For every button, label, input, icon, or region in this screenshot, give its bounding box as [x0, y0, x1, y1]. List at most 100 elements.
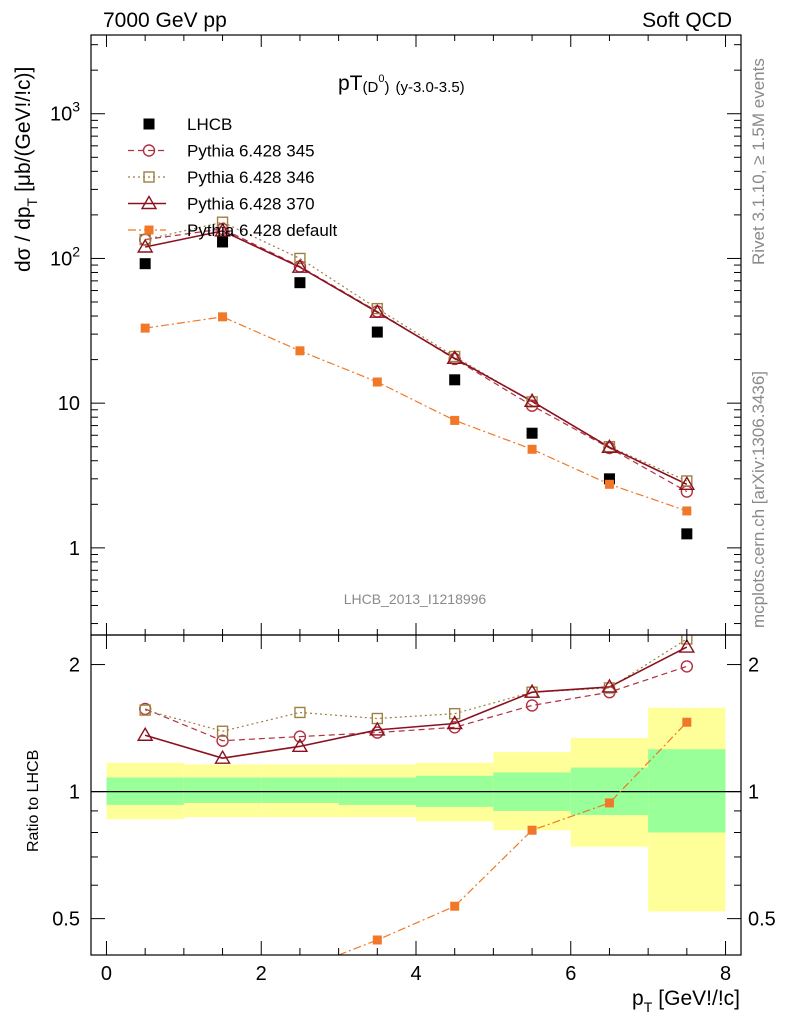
main-y-axis-label-units: [μb/(GeV!/!c)]: [12, 67, 35, 192]
ratio-line-series-0: [144, 665, 688, 742]
main-point-series-3-4: [446, 349, 463, 365]
main-point-series-4-4: [450, 415, 460, 425]
main-point-series-4-1: [218, 312, 228, 322]
main-y-tick-label-exp-3: 3: [72, 99, 80, 115]
main-line-series-1: [145, 228, 688, 493]
x-tick-label-4: 8: [720, 963, 731, 985]
ratio-y-tick-label-right-0: 0.5: [748, 909, 776, 931]
main-point-series-2-1: [216, 216, 229, 228]
main-y-tick-label-3: 103: [50, 99, 80, 126]
ratio-point-series-2-2: [291, 737, 309, 753]
main-series-markers: [136, 216, 696, 540]
main-y-tick-label-2: 102: [50, 243, 80, 270]
x-axis-label-units: [GeV!/!c]: [658, 987, 740, 1010]
main-y-tick-label-1: 10: [58, 393, 80, 415]
legend: LHCB Pythia 6.428 345 Pythia 6.428 346 Pyth…: [128, 115, 338, 240]
legend-label-0: LHCB: [187, 115, 232, 134]
legend-label-1: Pythia 6.428 345: [187, 142, 315, 161]
plot-title-paren-close: ): [384, 79, 389, 96]
ratio-line-series-3: [338, 721, 688, 955]
x-axis-label-text: p: [632, 987, 644, 1010]
ratio-point-series-2-0: [136, 726, 154, 741]
x-tick-label-2: 4: [410, 963, 421, 985]
main-y-tick-label-exp-2: 2: [72, 243, 80, 259]
x-tick-label-0: 0: [101, 963, 112, 985]
plot-title-range: (y-3.0-3.5): [395, 79, 464, 96]
side-label-mcplots: mcplots.cern.ch [arXiv:1306.3436]: [749, 371, 768, 628]
main-point-series-4-2: [295, 346, 305, 356]
main-point-series-0-6: [603, 473, 615, 485]
ratio-point-series-3-0: [372, 935, 382, 945]
main-y-tick-label-0: 1: [69, 538, 80, 560]
main-point-series-4-0: [140, 323, 150, 333]
x-axis-label-sub: T: [644, 999, 653, 1015]
main-line-series-3: [145, 230, 688, 486]
side-label-rivet: Rivet 3.1.10, ≥ 1.5M events: [749, 58, 768, 265]
main-y-tick-label-base-1: 10: [58, 393, 80, 415]
legend-label-4: Pythia 6.428 default: [187, 221, 338, 240]
plot-title-main: pT: [338, 72, 363, 95]
band-inner-7: [648, 749, 726, 833]
main-y-tick-label-base-0: 1: [69, 538, 80, 560]
main-point-series-2-0: [139, 233, 151, 246]
main-y-tick-label-base-3: 10: [50, 104, 72, 126]
main-point-series-3-3: [369, 303, 386, 318]
ratio-point-series-0-1: [216, 734, 229, 747]
main-point-series-3-1: [214, 222, 231, 237]
ratio-y-tick-label-right-2: 2: [748, 655, 759, 677]
main-line-series-4: [145, 316, 688, 512]
plot-title-superscript: 0: [378, 73, 384, 85]
ratio-point-series-3-3: [604, 798, 614, 808]
main-point-series-0-3: [371, 326, 383, 338]
ratio-point-series-1-1: [216, 725, 229, 737]
ratio-line-series-1: [145, 638, 688, 732]
legend-label-3: Pythia 6.428 370: [187, 195, 315, 214]
main-point-series-3-5: [523, 392, 541, 408]
main-point-series-0-0: [139, 258, 151, 270]
band-inner-1: [183, 777, 262, 803]
ratio-point-series-3-4: [682, 717, 692, 727]
ratio-point-series-1-7: [681, 635, 693, 645]
main-point-series-3-0: [136, 238, 154, 253]
ratio-y-tick-label-right-1: 1: [748, 782, 759, 804]
ratio-point-series-3-2: [527, 825, 537, 835]
main-point-series-4-7: [682, 506, 692, 516]
x-tick-label-1: 2: [256, 963, 267, 985]
plot-title-paren: (D: [363, 79, 379, 96]
ratio-point-series-0-2: [293, 730, 307, 743]
main-point-series-0-4: [449, 374, 461, 386]
analysis-id-label: LHCB_2013_I1218996: [344, 591, 487, 607]
header-right-label: Soft QCD: [642, 9, 732, 32]
ratio-axes: 0 2 4 6 8 0.5 0.5 1 1 2 2: [52, 634, 776, 985]
main-point-series-4-6: [604, 479, 614, 489]
ratio-point-series-2-1: [214, 749, 231, 764]
ratio-y-axis-label: Ratio to LHCB: [25, 750, 42, 852]
legend-marker-4: [144, 225, 154, 235]
plot-title: pT(D0) (y-3.0-3.5): [338, 72, 465, 96]
legend-label-2: Pythia 6.428 346: [187, 168, 315, 187]
main-point-series-3-2: [291, 258, 309, 273]
main-point-series-3-7: [678, 475, 696, 490]
ratio-y-tick-label-left-2: 2: [69, 655, 80, 677]
ratio-point-series-2-3: [369, 721, 386, 736]
main-point-series-0-2: [294, 277, 306, 289]
main-point-series-0-1: [217, 236, 229, 248]
ratio-y-tick-label-left-1: 1: [69, 782, 80, 804]
ratio-point-series-1-2: [294, 706, 306, 719]
main-y-axis-label: dσ / dpT [μb/(GeV!/!c)]: [12, 67, 40, 272]
ratio-point-series-2-7: [678, 638, 696, 653]
legend-marker-0: [143, 118, 155, 130]
ratio-point-series-0-5: [525, 699, 539, 712]
legend-marker-2: [143, 171, 155, 183]
legend-marker-3: [140, 195, 158, 210]
main-point-series-0-5: [526, 427, 538, 439]
main-point-series-4-3: [372, 377, 382, 387]
main-point-series-4-5: [527, 444, 537, 454]
ratio-uncertainty-bands: [91, 707, 741, 912]
main-y-axis-label-text: dσ / dp: [12, 206, 35, 272]
ratio-y-tick-label-left-0: 0.5: [52, 909, 80, 931]
main-point-series-2-3: [371, 302, 384, 315]
main-point-series-3-6: [601, 438, 618, 454]
main-series-lines: [145, 221, 688, 512]
